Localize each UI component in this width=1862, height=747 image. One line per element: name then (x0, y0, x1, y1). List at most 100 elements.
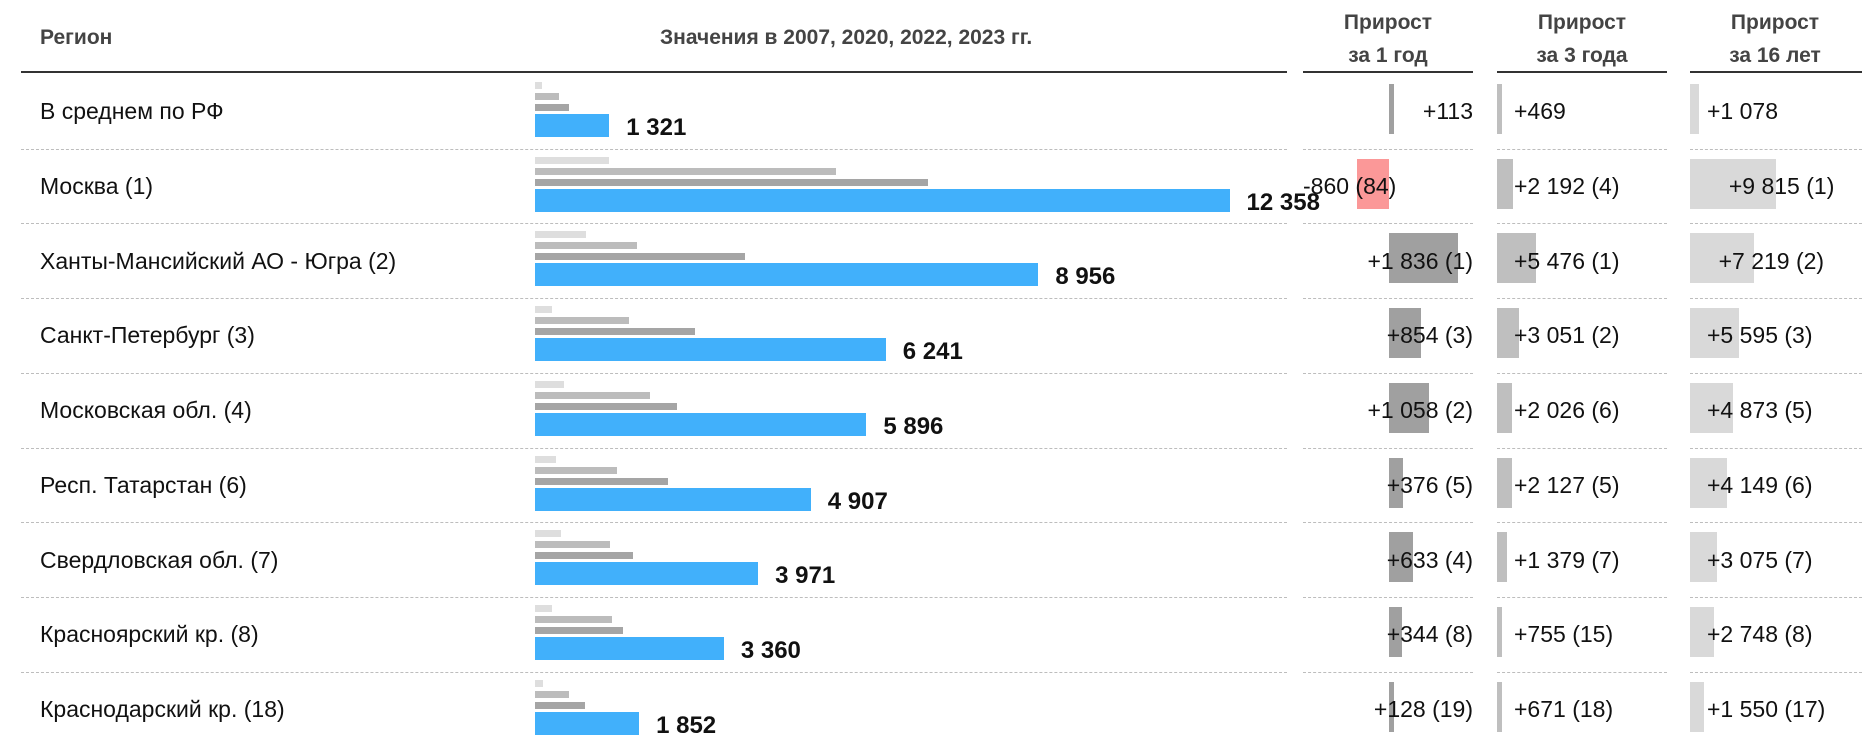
bar-2020 (535, 690, 570, 698)
row-separator (21, 298, 1287, 299)
row-separator (1690, 672, 1862, 673)
growth-1y-bar (1389, 457, 1404, 508)
bar-2022 (535, 328, 695, 336)
row-separator (21, 149, 1287, 150)
value-label: 1 321 (626, 114, 687, 141)
growth-16y-bar (1690, 233, 1754, 284)
row-separator (1690, 223, 1862, 224)
growth-1y-label: +376 (5) (1386, 471, 1473, 498)
growth-3y-label: +2 192 (4) (1514, 173, 1620, 200)
growth-16y-label: +4 873 (5) (1707, 397, 1813, 424)
growth-3y-label: +3 051 (2) (1514, 322, 1620, 349)
header-values: Значения в 2007, 2020, 2022, 2023 гг. (660, 26, 1033, 49)
bar-2020 (535, 541, 611, 549)
row-separator (1303, 373, 1473, 374)
row-separator (21, 223, 1287, 224)
row-separator (1690, 298, 1862, 299)
region-label: Свердловская обл. (7) (40, 546, 279, 573)
value-label: 5 896 (883, 412, 944, 440)
header-rule-main (21, 71, 1287, 73)
growth-1y-bar (1389, 84, 1394, 134)
bar-2007 (535, 156, 610, 164)
bar-2020 (535, 167, 836, 175)
growth-16y-bar (1690, 532, 1718, 583)
region-label: Красноярский кр. (8) (40, 621, 259, 648)
row-separator (1303, 448, 1473, 449)
growth-1y-label: +344 (8) (1386, 621, 1473, 648)
region-label: Респ. Татарстан (6) (40, 471, 247, 498)
growth-3y-bar (1497, 233, 1537, 284)
growth-3y-label: +5 476 (1) (1514, 247, 1620, 274)
row-separator (1303, 298, 1473, 299)
growth-16y-bar (1690, 606, 1715, 657)
row-separator (1303, 149, 1473, 150)
row-separator (1497, 298, 1667, 299)
row-separator (1497, 522, 1667, 523)
growth-1y-label: +113 (1422, 98, 1473, 125)
region-label: Московская обл. (4) (40, 397, 252, 424)
growth-3y-bar (1497, 457, 1513, 508)
growth-1y-bar (1389, 532, 1413, 583)
growth-16y-bar (1690, 382, 1733, 433)
header-growth-3y-line1: Прирост (1537, 11, 1627, 34)
bar-2020 (535, 242, 638, 250)
bar-2023 (535, 114, 610, 137)
header-region: Регион (40, 26, 113, 49)
header-rule-growth-16y (1690, 71, 1862, 73)
growth-3y-bar (1497, 606, 1503, 657)
value-label: 12 358 (1246, 188, 1320, 216)
growth-3y-label: +1 379 (7) (1514, 546, 1620, 573)
bar-2022 (535, 402, 677, 410)
row-separator (1690, 149, 1862, 150)
growth-3y-label: +2 026 (6) (1514, 397, 1620, 424)
growth-16y-bar (1690, 308, 1740, 359)
value-label: 6 241 (902, 338, 963, 366)
growth-3y-bar (1497, 158, 1513, 209)
row-separator (1497, 672, 1667, 673)
growth-3y-label: +755 (15) (1514, 621, 1614, 648)
bar-2023 (535, 338, 886, 362)
growth-1y-label: +1 836 (1) (1367, 247, 1474, 274)
bar-2020 (535, 391, 650, 399)
growth-1y-label: +128 (19) (1373, 695, 1473, 722)
row-separator (1497, 149, 1667, 150)
value-label: 1 852 (656, 711, 717, 739)
bar-2023 (535, 636, 724, 660)
growth-16y-label: +1 550 (17) (1707, 695, 1826, 722)
bar-2007 (535, 455, 557, 463)
bar-2023 (535, 263, 1039, 287)
growth-1y-label: -860 (84) (1303, 173, 1397, 200)
region-label: В среднем по РФ (40, 98, 224, 125)
row-separator (1497, 448, 1667, 449)
row-separator (1690, 448, 1862, 449)
bar-2007 (535, 679, 543, 687)
bar-2022 (535, 552, 634, 560)
bar-2007 (535, 530, 561, 538)
growth-16y-bar (1690, 158, 1777, 209)
bar-2023 (535, 562, 759, 586)
value-label: 3 971 (775, 562, 836, 590)
growth-3y-bar (1497, 382, 1512, 433)
value-label: 8 956 (1055, 263, 1116, 291)
growth-1y-label: +1 058 (2) (1367, 397, 1474, 424)
growth-1y-bar (1356, 158, 1389, 209)
row-separator (1303, 672, 1473, 673)
bar-2022 (535, 477, 669, 485)
growth-1y-bar (1389, 308, 1421, 359)
growth-3y-bar (1497, 681, 1502, 732)
bar-2023 (535, 711, 640, 735)
region-label: Краснодарский кр. (18) (40, 695, 285, 722)
growth-16y-label: +3 075 (7) (1707, 546, 1813, 573)
row-separator (1303, 522, 1473, 523)
growth-16y-label: +1 078 (1707, 98, 1778, 125)
growth-16y-bar (1690, 457, 1727, 508)
header-rule-growth-3y (1497, 71, 1667, 73)
growth-1y-bar (1389, 606, 1402, 657)
bar-2023 (535, 412, 867, 436)
header-growth-1y-line1: Прирост (1343, 11, 1433, 34)
bar-2020 (535, 317, 629, 325)
bar-2022 (535, 253, 745, 261)
header-rule-growth-1y (1303, 71, 1473, 73)
row-separator (1497, 223, 1667, 224)
value-label: 4 907 (827, 487, 888, 515)
